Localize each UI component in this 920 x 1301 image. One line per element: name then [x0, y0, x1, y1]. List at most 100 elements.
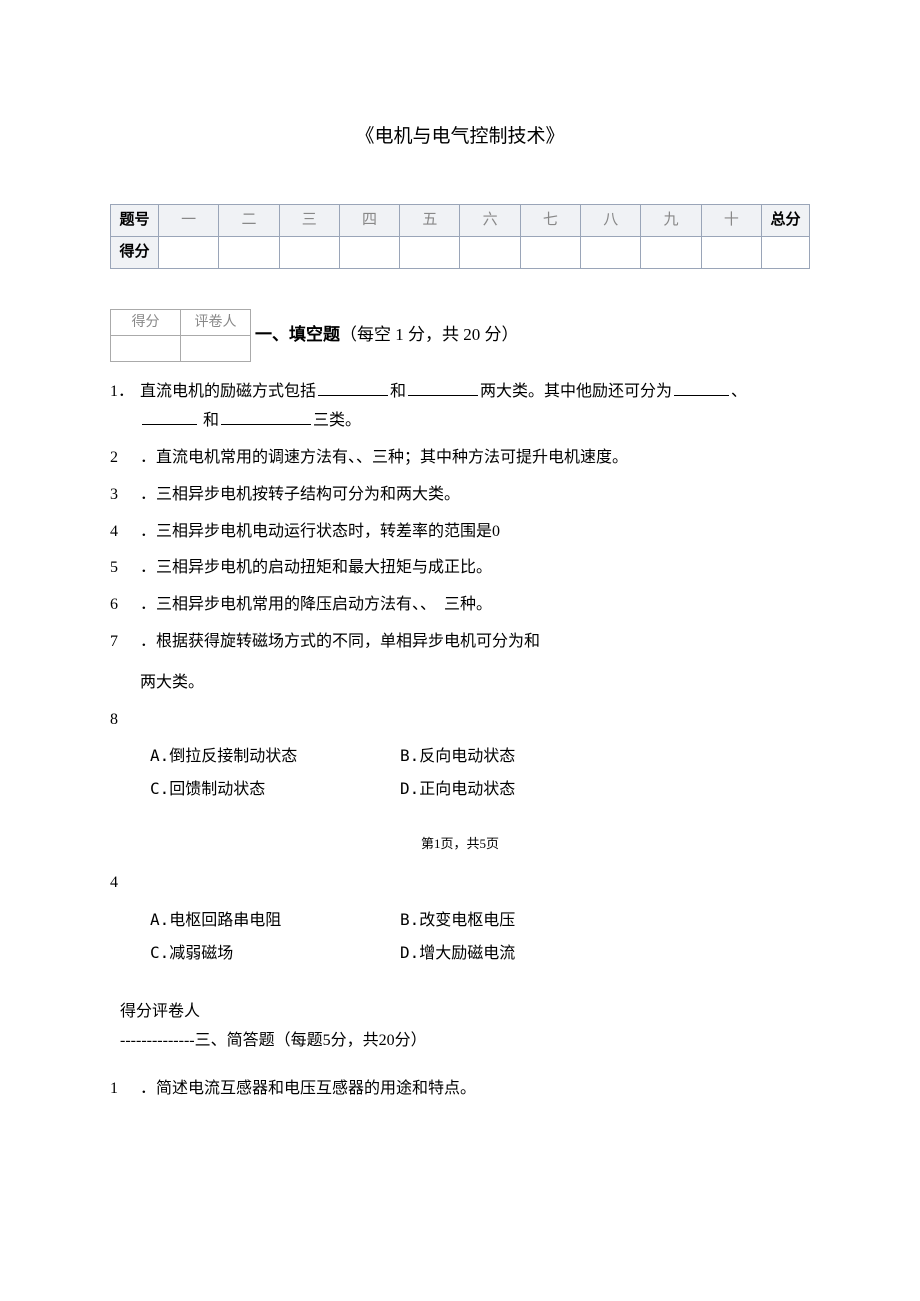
qb-opt-a: A.电枢回路串电阻	[150, 906, 400, 935]
q6-body: ．三相异步电机常用的降压启动方法有、、 三种。	[140, 591, 810, 620]
qb-row1: A.电枢回路串电阻 B.改变电枢电压	[150, 906, 810, 935]
section-1-heading: 一、填空题（每空 1 分，共 20 分）	[255, 320, 519, 351]
grader-person-cell	[181, 336, 251, 362]
score-cell	[641, 237, 701, 269]
grader-box: 得分 评卷人	[110, 309, 251, 362]
q1-num: 1．	[110, 378, 140, 436]
sq1-body: ．简述电流互感器和电压互感器的用途和特点。	[140, 1075, 810, 1104]
qb-opt-d: D.增大励磁电流	[400, 939, 650, 968]
sq1-num: 1	[110, 1075, 140, 1104]
sq1-text: 简述电流互感器和电压互感器的用途和特点。	[156, 1080, 476, 1097]
score-header-row: 题号 一 二 三 四 五 六 七 八 九 十 总分	[111, 205, 810, 237]
col-2: 二	[219, 205, 279, 237]
q3-body: ．三相异步电机按转子结构可分为和两大类。	[140, 481, 810, 510]
q2-dot: ．	[140, 449, 156, 466]
q2-num: 2	[110, 444, 140, 473]
q5-num: 5	[110, 554, 140, 583]
q5-text: 三相异步电机的启动扭矩和最大扭矩与成正比。	[156, 559, 492, 576]
col-8: 八	[581, 205, 641, 237]
section-1-name: 填空题	[289, 325, 340, 344]
row-label-score: 得分	[111, 237, 159, 269]
question-4: 4 ．三相异步电机电动运行状态时，转差率的范围是0	[110, 518, 810, 547]
dashes: --------------	[120, 1032, 195, 1049]
col-7: 七	[520, 205, 580, 237]
blank	[408, 380, 478, 396]
q4-num: 4	[110, 518, 140, 547]
q4-text: 三相异步电机电动运行状态时，转差率的范围是0	[156, 523, 500, 540]
q8-row1: A.倒拉反接制动状态 B.反向电动状态	[150, 742, 810, 771]
q3-text: 三相异步电机按转子结构可分为和两大类。	[156, 486, 460, 503]
score-cell	[701, 237, 761, 269]
q4-dot: ．	[140, 523, 156, 540]
row-label-qnum: 题号	[111, 205, 159, 237]
score-cell	[339, 237, 399, 269]
col-5: 五	[400, 205, 460, 237]
grader-score-cell	[111, 336, 181, 362]
q1-p5: 和	[203, 412, 219, 429]
page-title: 电机与电气控制技术	[110, 120, 810, 154]
score-table: 题号 一 二 三 四 五 六 七 八 九 十 总分 得分	[110, 204, 810, 269]
q4-body: ．三相异步电机电动运行状态时，转差率的范围是0	[140, 518, 810, 547]
q8-options: A.倒拉反接制动状态 B.反向电动状态 C.回馈制动状态 D.正向电动状态	[110, 742, 810, 804]
q8-body	[140, 706, 810, 735]
sq1-dot: ．	[140, 1080, 156, 1097]
col-6: 六	[460, 205, 520, 237]
grader-person-label: 评卷人	[181, 310, 251, 336]
question-bottom-4: 4	[110, 869, 810, 898]
qb-options: A.电枢回路串电阻 B.改变电枢电压 C.减弱磁场 D.增大励磁电流	[110, 906, 810, 968]
section-1-num: 一、	[255, 325, 289, 344]
col-10: 十	[701, 205, 761, 237]
q5-dot: ．	[140, 559, 156, 576]
col-1: 一	[159, 205, 219, 237]
score-cell	[279, 237, 339, 269]
qb-num: 4	[110, 869, 140, 898]
q1-p6: 三类。	[313, 412, 361, 429]
q8-opt-a: A.倒拉反接制动状态	[150, 742, 400, 771]
q6-text: 三相异步电机常用的降压启动方法有、、 三种。	[156, 596, 492, 613]
q1-p1: 直流电机的励磁方式包括	[140, 383, 316, 400]
q7-dot: ．	[140, 633, 156, 650]
score-cell	[400, 237, 460, 269]
q3-dot: ．	[140, 486, 156, 503]
qb-body	[140, 869, 810, 898]
q8-opt-d: D.正向电动状态	[400, 775, 650, 804]
q7-body: ．根据获得旋转磁场方式的不同，单相异步电机可分为和 两大类。	[140, 628, 810, 698]
score-cell	[762, 237, 810, 269]
section-3-dashes: --------------三、简答题（每题5分，共20分）	[110, 1027, 810, 1056]
q6-dot: ．	[140, 596, 156, 613]
question-8: 8	[110, 706, 810, 735]
col-4: 四	[339, 205, 399, 237]
q7-text: 根据获得旋转磁场方式的不同，单相异步电机可分为和	[156, 633, 540, 650]
q2-body: ．直流电机常用的调速方法有、、三种；其中种方法可提升电机速度。	[140, 444, 810, 473]
qb-opt-c: C.减弱磁场	[150, 939, 400, 968]
q5-body: ．三相异步电机的启动扭矩和最大扭矩与成正比。	[140, 554, 810, 583]
question-3: 3 ．三相异步电机按转子结构可分为和两大类。	[110, 481, 810, 510]
blank	[318, 380, 388, 396]
q7-num: 7	[110, 628, 140, 698]
page-marker: 第1页，共5页	[110, 832, 810, 855]
section-1-header: 得分 评卷人 一、填空题（每空 1 分，共 20 分）	[110, 309, 810, 362]
score-cell	[219, 237, 279, 269]
col-3: 三	[279, 205, 339, 237]
question-list-1: 1． 直流电机的励磁方式包括和两大类。其中他励还可分为、 和三类。 2 ．直流电…	[110, 378, 810, 804]
question-2: 2 ．直流电机常用的调速方法有、、三种；其中种方法可提升电机速度。	[110, 444, 810, 473]
blank	[674, 380, 729, 396]
q1-p3: 两大类。其中他励还可分为	[480, 383, 672, 400]
score-cell	[520, 237, 580, 269]
q8-opt-b: B.反向电动状态	[400, 742, 650, 771]
question-5: 5 ．三相异步电机的启动扭矩和最大扭矩与成正比。	[110, 554, 810, 583]
q1-p2: 和	[390, 383, 406, 400]
q8-row2: C.回馈制动状态 D.正向电动状态	[150, 775, 810, 804]
col-9: 九	[641, 205, 701, 237]
grader-score-label: 得分	[111, 310, 181, 336]
score-cell	[581, 237, 641, 269]
qb-row2: C.减弱磁场 D.增大励磁电流	[150, 939, 810, 968]
q1-body: 直流电机的励磁方式包括和两大类。其中他励还可分为、 和三类。	[140, 378, 810, 436]
q7-cont: 两大类。	[140, 669, 810, 698]
q8-opt-c: C.回馈制动状态	[150, 775, 400, 804]
q3-num: 3	[110, 481, 140, 510]
short-question-1: 1 ．简述电流互感器和电压互感器的用途和特点。	[110, 1075, 810, 1104]
question-1: 1． 直流电机的励磁方式包括和两大类。其中他励还可分为、 和三类。	[110, 378, 810, 436]
score-cell	[159, 237, 219, 269]
q1-p4: 、	[731, 383, 747, 400]
